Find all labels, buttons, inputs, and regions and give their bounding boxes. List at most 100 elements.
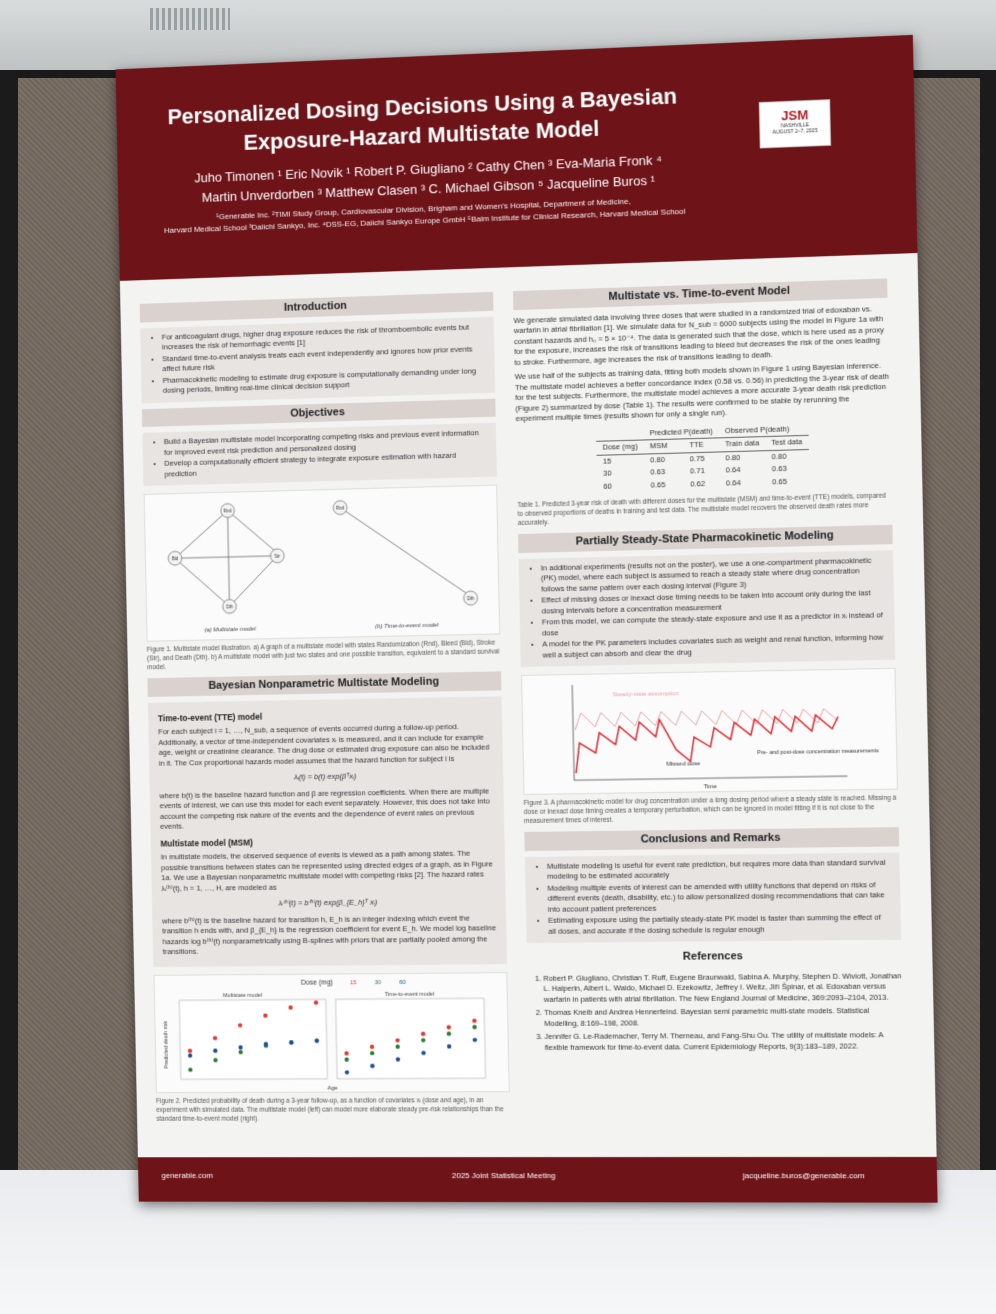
table-cell: 0.64 [720,476,766,490]
panel-b-frame [336,998,486,1078]
pk-box: In additional experiments (results not o… [519,550,896,667]
jsm-logo: JSM NASHVILLE AUGUST 2–7, 2025 [759,99,831,148]
table-header: MSM [644,439,684,454]
legend-item-15: 15 [350,980,357,986]
tte-text-2: where b(t) is the baseline hazard functi… [159,786,494,832]
objectives-list: Build a Bayesian multistate model incorp… [152,428,487,480]
table-header: Dose (mg) [596,440,644,455]
figure-2-chart: Dose (mg) 15 30 60 Multistate model Time… [154,973,508,1094]
list-item: Multistate modeling is useful for event … [547,857,890,882]
mvt-text-2: We use half of the subjects as training … [515,361,890,425]
time-axis-label: Time [704,784,718,790]
conclusions-list: Multistate modeling is useful for event … [535,857,891,937]
legend-title: Dose (mg) [301,979,333,986]
poster-title: Personalized Dosing Decisions Using a Ba… [145,80,700,160]
table-cell [596,427,644,441]
objectives-heading: Objectives [142,398,496,427]
edge [175,557,230,608]
panel-b-title: Time-to-event model [385,991,435,997]
list-item: Robert P. Giugliano, Christian T. Ruff, … [543,971,902,1005]
panel-a-title: Multistate model [223,992,262,998]
panel-a-frame [179,999,327,1079]
table-cell: 60 [597,479,645,493]
references-heading: References [527,946,902,968]
table-cell: 0.80 [719,450,765,464]
edge [340,504,470,599]
right-column: Multistate vs. Time-to-event Model We ge… [513,272,904,1056]
edge [228,509,278,554]
table-cell: 0.65 [645,478,685,492]
node-label: Dth [467,596,475,601]
table-header: Test data [765,435,808,450]
bnm-heading: Bayesian Nonparametric Multistate Modeli… [147,671,501,696]
bnm-box: Time-to-event (TTE) model For each subje… [148,696,507,967]
figure-2: Dose (mg) 15 30 60 Multistate model Time… [153,972,509,1093]
x-axis [574,776,847,780]
references-list: Robert P. Giugliano, Christian T. Ruff, … [527,971,903,1053]
edge [174,511,228,559]
concentration-curve [575,714,839,773]
x-axis-label: Age [327,1085,338,1091]
figure-3-caption: Figure 3. A pharmacokinetic model for dr… [524,794,899,826]
figure-1: Rnd Bld Str Dth Rnd Dth (a) Multistate m… [144,485,501,642]
tte-text: For each subject i = 1, …, N_sub, a sequ… [158,722,493,769]
conclusions-heading: Conclusions and Remarks [524,827,899,850]
figure-1-caption: Figure 1. Multistate model illustration.… [147,638,501,672]
list-item: Estimating exposure using the partially … [548,912,891,936]
list-item: Modeling multiple events of interest can… [547,879,890,914]
table-cell: 0.71 [684,465,720,479]
figure-2-caption: Figure 2. Predicted probability of death… [156,1096,510,1124]
table-cell: 0.75 [683,451,719,465]
poster: Personalized Dosing Decisions Using a Ba… [116,35,938,1203]
mvt-text-1: We generate simulated data involving thr… [513,303,888,368]
missed-dose-label: Missed dose [666,761,701,768]
table-caption: Table 1. Predicted 3-year risk of death … [517,491,892,528]
footer-email: jacqueline.buros@generable.com [743,1171,865,1180]
table-header: Train data [719,437,765,452]
table-header: TTE [683,438,719,453]
table-cell: 0.64 [720,463,766,477]
edge [175,556,277,558]
objectives-box: Build a Bayesian multistate model incorp… [142,423,497,486]
list-item: Jennifer G. Le-Rademacher, Terry M. Ther… [544,1030,903,1053]
edge [229,556,279,607]
intro-list: For anticoagulant drugs, higher drug exp… [150,322,485,397]
ceiling-vent [150,8,230,30]
msm-heading: Multistate model (MSM) [160,834,494,849]
results-table: Predicted P(death) Observed P(death) Dos… [596,422,809,493]
conclusions-box: Multistate modeling is useful for event … [525,852,901,943]
pk-heading: Partially Steady-State Pharmacokinetic M… [518,525,893,553]
tte-equation: λᵢ(t) = b(t) exp(βᵀxᵢ) [159,769,493,785]
jsm-logo-date: AUGUST 2–7, 2025 [760,128,829,137]
node-label: Dth [226,604,233,609]
table-cell: 0.62 [684,477,720,491]
footer-conference: 2025 Joint Statistical Meeting [452,1171,556,1180]
node-label: Bld [172,556,179,561]
figure-1a-label: (a) Multistate model [204,627,256,634]
table-cell: 15 [597,454,645,468]
poster-body: Introduction For anticoagulant drugs, hi… [120,253,937,1157]
node-label: Str [274,554,280,559]
table-cell: 0.63 [644,466,684,480]
measurement-label: Pre- and post-dose concentration measure… [757,748,879,756]
intro-box: For anticoagulant drugs, higher drug exp… [140,316,495,403]
figure-3: Steady-state assumption Missed dose Pre-… [521,668,898,795]
tte-heading: Time-to-event (TTE) model [158,707,492,723]
table-cell: 0.80 [765,449,808,463]
pk-list: In additional experiments (results not o… [529,555,885,661]
msm-text-2: where b⁽ʰ⁾(t) is the baseline hazard for… [162,913,497,958]
msm-text: In multistate models, the observed seque… [161,848,496,894]
poster-footer: generable.com 2025 Joint Statistical Mee… [138,1157,938,1203]
table-cell: 0.65 [766,475,809,489]
node-label: Rnd [223,508,232,513]
figure-1-graph: Rnd Bld Str Dth Rnd Dth (a) Multistate m… [145,486,500,643]
legend-item-30: 30 [375,980,382,986]
left-column: Introduction For anticoagulant drugs, hi… [140,286,511,1123]
y-axis-label: Predicted death risk [163,1020,170,1068]
figure-1b-label: (b) Time-to-event model [375,623,439,630]
list-item: Thomas Kneib and Andrea Hennerfeind. Bay… [544,1006,903,1029]
legend-item-60: 60 [399,979,406,985]
table-cell: 0.63 [766,462,809,476]
msm-equation: λᵢ⁽ʰ⁾(t) = b⁽ʰ⁾(t) exp(β_{E_h}ᵀ xᵢ) [162,896,496,910]
poster-header: Personalized Dosing Decisions Using a Ba… [116,35,918,281]
